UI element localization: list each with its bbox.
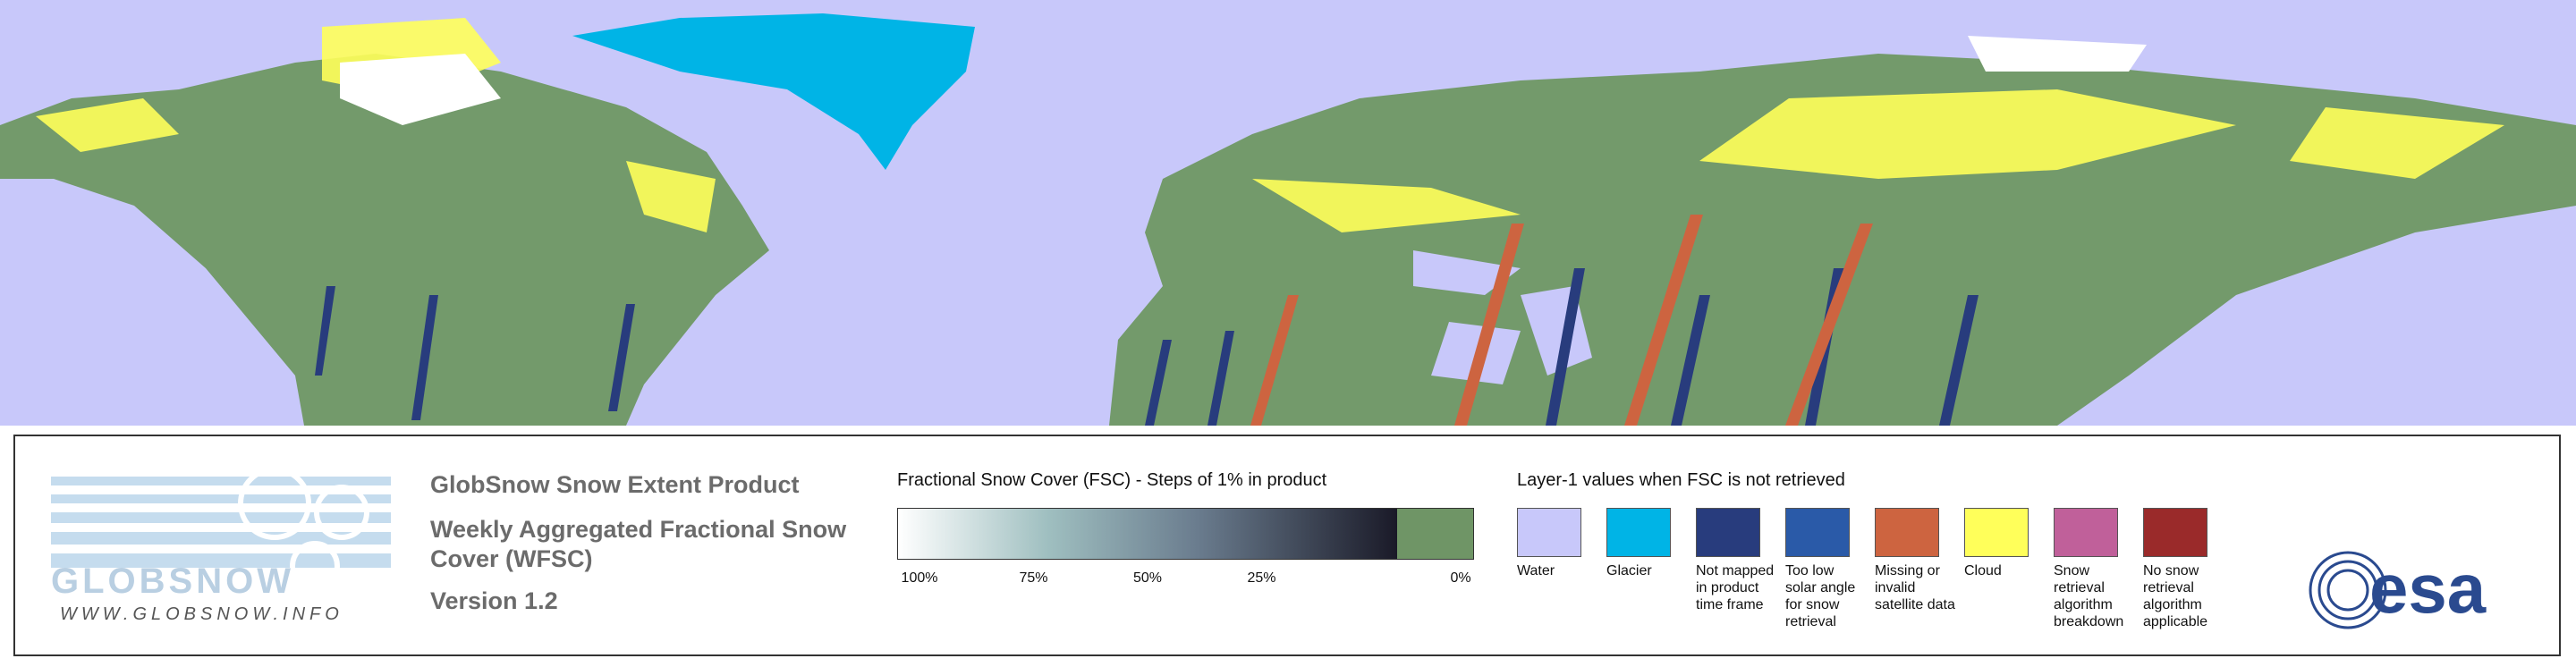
fsc-colorbar	[897, 508, 1474, 560]
not-mapped-swaths	[315, 268, 1979, 426]
legend-label: Water	[1517, 563, 1555, 578]
legend-label: Not mapped in product time frame	[1696, 563, 1775, 612]
globsnow-logo: GLOBSNOW WWW.GLOBSNOW.INFO	[51, 467, 391, 624]
logo-url: WWW.GLOBSNOW.INFO	[60, 604, 343, 624]
legend-panel: GLOBSNOW WWW.GLOBSNOW.INFO GlobSnow Snow…	[13, 435, 2561, 656]
fsc-snow-free	[1397, 509, 1473, 559]
legend-swatch	[2143, 508, 2207, 557]
legend-label: Snow retrieval algorithm breakdown	[2054, 563, 2124, 629]
legend-swatch	[1875, 508, 1939, 557]
fsc-tick-label: 50%	[1132, 570, 1163, 586]
fsc-tick-label: 75%	[1019, 570, 1048, 586]
legend-label: No snow retrieval algorithm applicable	[2143, 563, 2208, 629]
legend-label: Too low solar angle for snow retrieval	[1785, 563, 1856, 629]
layer1-title: Layer-1 values when FSC is not retrieved	[1517, 470, 1845, 490]
legend-label: Cloud	[1964, 563, 2002, 578]
cloud-patches	[36, 18, 2504, 232]
legend-swatch	[1785, 508, 1850, 557]
legend-swatch	[1517, 508, 1581, 557]
product-subtitle: Weekly Aggregated Fractional Snow Cover …	[430, 516, 847, 572]
logo-brand: GLOBSNOW	[51, 561, 294, 601]
snow-map	[0, 0, 2576, 426]
esa-logo: esa	[2309, 549, 2487, 629]
fsc-tick-label: 25%	[1247, 570, 1276, 586]
inland-seas	[1413, 250, 1592, 384]
product-title: GlobSnow Snow Extent Product	[430, 471, 800, 498]
legend-swatch	[2054, 508, 2118, 557]
product-version: Version 1.2	[430, 587, 558, 614]
legend-swatch	[1606, 508, 1671, 557]
legend-label: Missing or invalid satellite data	[1875, 563, 1955, 612]
fsc-tick-label: 100%	[901, 570, 938, 586]
legend-label: Glacier	[1606, 563, 1652, 578]
north-america	[0, 54, 769, 426]
greenland	[572, 13, 975, 170]
esa-text: esa	[2369, 549, 2487, 628]
fsc-title: Fractional Snow Cover (FSC) - Steps of 1…	[897, 470, 1327, 490]
legend-swatch	[1696, 508, 1760, 557]
fsc-gradient	[898, 509, 1398, 559]
fsc-tick-label: 0%	[1450, 570, 1471, 586]
legend-swatch	[1964, 508, 2029, 557]
